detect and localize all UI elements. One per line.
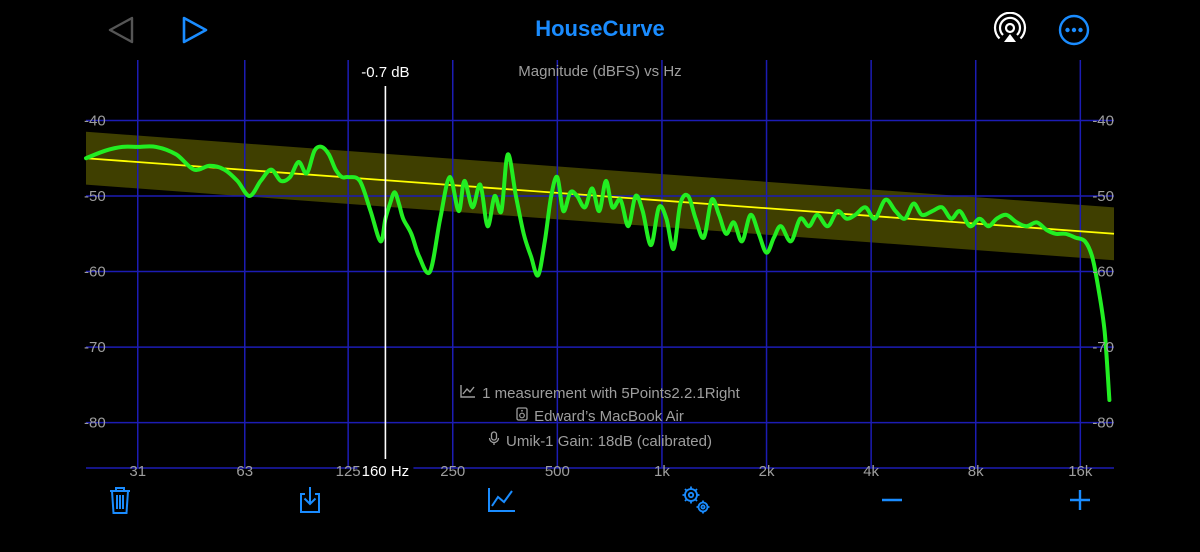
ellipsis-circle-icon [1058, 14, 1090, 46]
zoom-in-button[interactable] [1062, 482, 1098, 518]
microphone-icon [488, 431, 500, 450]
plus-icon [1070, 490, 1090, 510]
y-tick-label-right: -50 [1092, 188, 1114, 205]
chart-button[interactable] [484, 482, 520, 518]
trash-icon [110, 487, 130, 514]
y-tick-label-left: -40 [84, 112, 106, 129]
more-button[interactable] [1056, 12, 1092, 48]
triangle-left-icon [108, 16, 134, 44]
x-tick-label: 8k [968, 463, 984, 480]
chart-title: Magnitude (dBFS) vs Hz [518, 63, 681, 80]
x-tick-label: 500 [545, 463, 570, 480]
y-tick-label-left: -60 [84, 264, 106, 281]
y-tick-label-left: -70 [84, 339, 106, 356]
save-button[interactable] [292, 482, 328, 518]
device-info: Edward’s MacBook Air [0, 407, 1200, 425]
x-tick-label: 63 [236, 463, 253, 480]
mic-info: Umik-1 Gain: 18dB (calibrated) [0, 431, 1200, 450]
back-button[interactable] [104, 12, 140, 48]
gears-icon [682, 486, 710, 514]
zoom-out-button[interactable] [874, 482, 910, 518]
cursor-freq-label: 160 Hz [362, 463, 410, 480]
y-tick-label-right: -60 [1092, 264, 1114, 281]
speaker-icon [516, 407, 528, 425]
device-text: Edward’s MacBook Air [534, 408, 684, 425]
y-tick-label-right: -40 [1092, 112, 1114, 129]
airplay-icon [993, 12, 1027, 42]
measurement-info: 1 measurement with 5Points2.2.1Right [0, 384, 1200, 402]
y-tick-label-right: -80 [1092, 415, 1114, 432]
cursor-freq-bg [357, 459, 414, 479]
y-tick-label-left: -50 [84, 188, 106, 205]
x-tick-label: 16k [1068, 463, 1093, 480]
download-icon [300, 487, 320, 513]
measurement-text: 1 measurement with 5Points2.2.1Right [482, 385, 740, 402]
chart-icon [488, 488, 515, 512]
line-chart-icon [460, 384, 476, 402]
x-tick-label: 2k [759, 463, 775, 480]
x-tick-label: 1k [654, 463, 670, 480]
airplay-button[interactable] [992, 12, 1028, 48]
x-tick-label: 4k [863, 463, 879, 480]
triangle-right-icon [182, 16, 208, 44]
x-tick-label: 250 [440, 463, 465, 480]
app-title: HouseCurve [535, 16, 665, 41]
x-tick-label: 31 [129, 463, 146, 480]
measurement-curve [84, 144, 1112, 402]
target-line [85, 157, 1115, 235]
y-tick-label-left: -80 [84, 415, 106, 432]
x-tick-label: 125 [336, 463, 361, 480]
forward-button[interactable] [176, 12, 212, 48]
mic-text: Umik-1 Gain: 18dB (calibrated) [506, 433, 712, 450]
settings-button[interactable] [678, 482, 714, 518]
delete-button[interactable] [102, 482, 138, 518]
cursor-delta-label: -0.7 dB [361, 64, 409, 81]
y-tick-label-right: -70 [1092, 339, 1114, 356]
